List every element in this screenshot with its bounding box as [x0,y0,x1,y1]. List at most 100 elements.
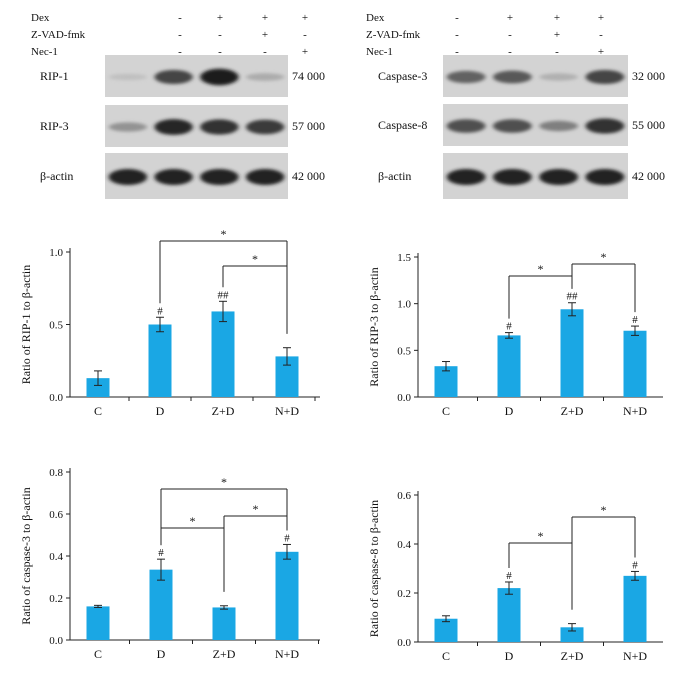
y-axis-label: Ratio of caspase-3 to β-actin [19,487,33,624]
bracket-label: * [601,250,607,264]
significance-mark: ## [218,289,230,301]
bar [434,366,458,397]
y-tick-label: 0.8 [49,467,63,479]
protein-band [539,120,579,132]
significance-mark: # [157,305,163,317]
category-label: Z+D [212,404,235,418]
treatment-sign: - [303,29,307,41]
bar [86,606,110,640]
treatment-sign: + [302,46,308,58]
significance-mark: # [632,314,638,326]
treatment-sign: + [554,12,560,24]
treatment-sign: + [262,12,268,24]
y-tick-label: 0.0 [49,392,63,404]
y-tick-label: 0.6 [49,509,63,521]
category-label: C [94,647,102,661]
protein-band [245,119,285,135]
bar [86,378,110,397]
category-label: D [156,404,165,418]
protein-band [492,119,532,133]
bracket-label: * [221,227,227,241]
y-tick-label: 1.0 [397,299,411,311]
treatment-sign: - [455,29,459,41]
category-label: N+D [623,649,647,663]
treatment-sign: + [302,12,308,24]
rip1-bar-chart: 0.0 0.5 1.0 Ratio of RIP-1 to β-actin C # D ## Z… [19,227,320,418]
bar [434,618,458,642]
category-label: D [157,647,166,661]
bracket-label: * [538,262,544,276]
treatment-sign: - [599,29,603,41]
y-axis-label: Ratio of RIP-1 to β-actin [19,265,33,384]
treatment-label: Dex [366,12,385,24]
y-tick-label: 0.0 [49,635,63,647]
bar [623,575,647,642]
protein-band [154,70,193,84]
treatment-sign: - [508,29,512,41]
protein-band [492,168,532,186]
category-label: Z+D [561,649,584,663]
y-tick-label: 0.2 [49,593,63,605]
protein-band [108,122,148,132]
category-label: D [505,649,514,663]
treatment-sign: - [455,12,459,24]
bar [212,607,236,640]
bar [560,627,584,642]
treatment-sign: - [178,29,182,41]
significance-mark: # [632,559,638,571]
western-blot-right: Dex - + + + Z-VAD-fmk - - + - Nec-1 - - - + Caspase-3 32… [366,12,665,199]
protein-band [585,70,625,84]
molecular-weight: 32 000 [632,69,665,83]
molecular-weight: 55 000 [632,118,665,132]
protein-band [446,119,486,133]
molecular-weight: 42 000 [292,169,325,183]
bar [275,356,299,397]
treatment-sign: - [263,46,267,58]
caspase8-bar-chart: 0.0 0.2 0.4 0.6 Ratio of caspase-8 to β-acti… [367,490,663,663]
blot-row-label: β-actin [40,169,73,183]
treatment-sign: + [598,12,604,24]
y-tick-label: 0.2 [397,588,411,600]
bracket-label: * [253,502,259,516]
caspase3-bar-chart: 0.0 0.2 0.4 0.6 0.8 Ratio of caspase-3 to β-a… [19,467,320,661]
significance-mark: ## [567,291,579,303]
treatment-sign: - [455,46,459,58]
y-tick-label: 0.6 [397,490,411,502]
bar [560,309,584,397]
category-label: N+D [623,404,647,418]
category-label: C [442,649,450,663]
bar [275,551,299,640]
treatment-sign: - [178,46,182,58]
treatment-label: Nec-1 [366,46,393,58]
protein-band [446,70,486,84]
treatment-sign: + [262,29,268,41]
bracket-label: * [538,529,544,543]
y-tick-label: 0.5 [397,345,411,357]
protein-band [585,168,625,186]
category-label: N+D [275,647,299,661]
category-label: Z+D [213,647,236,661]
y-axis-label: Ratio of caspase-8 to β-actin [367,500,381,637]
significance-mark: # [284,532,290,544]
y-tick-label: 0.4 [397,539,411,551]
protein-band [492,70,532,84]
blot-row-label: RIP-1 [40,69,69,83]
blot-row-label: Caspase-8 [378,118,427,132]
y-tick-label: 1.5 [397,252,411,264]
significance-mark: # [506,570,512,582]
treatment-sign: + [598,46,604,58]
y-tick-label: 1.0 [49,247,63,259]
protein-band [200,68,239,86]
treatment-sign: + [507,12,513,24]
category-label: N+D [275,404,299,418]
western-blot-left: Dex - + + + Z-VAD-fmk - - + - Nec-1 - - - + RIP-1 74 000… [31,12,325,199]
protein-band [108,168,148,186]
protein-band [108,73,148,81]
treatment-sign: - [178,12,182,24]
protein-band [539,168,579,186]
category-label: C [442,404,450,418]
y-tick-label: 0.0 [397,392,411,404]
bracket-label: * [190,514,196,528]
treatment-label: Dex [31,12,50,24]
protein-band [245,168,285,186]
